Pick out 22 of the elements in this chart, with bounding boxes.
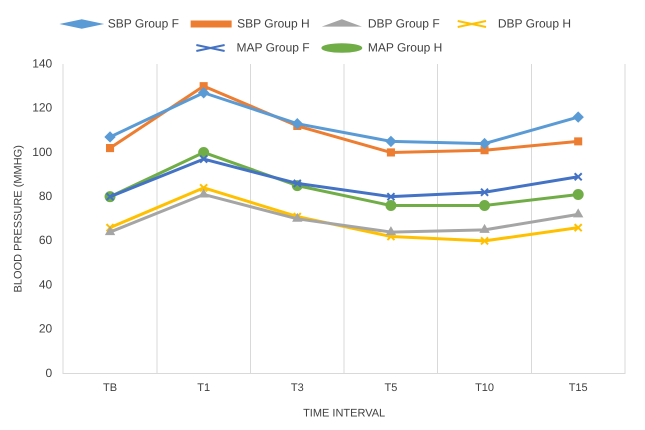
y-tick-label: 140 xyxy=(32,56,53,70)
y-tick-label: 80 xyxy=(38,189,53,203)
legend-label: SBP Group H xyxy=(237,16,310,30)
y-tick-label: 40 xyxy=(38,277,53,292)
y-tick-label: 20 xyxy=(38,322,53,336)
legend-label: SBP Group F xyxy=(108,16,179,30)
legend-label: DBP Group H xyxy=(498,16,572,30)
y-tick-label: 100 xyxy=(32,144,53,159)
x-tick-label: T1 xyxy=(197,382,210,394)
legend-label: MAP Group H xyxy=(368,40,442,54)
y-tick-label: 120 xyxy=(32,100,53,115)
x-tick-label: T10 xyxy=(475,382,494,394)
y-tick-label: 60 xyxy=(38,233,53,248)
legend-label: DBP Group F xyxy=(368,16,440,30)
x-tick-label: T3 xyxy=(290,382,304,394)
y-axis-title: BLOOD PRESSURE (MMHG) xyxy=(12,145,25,292)
x-tick-label: T15 xyxy=(568,382,588,394)
y-tick-label: 0 xyxy=(46,366,53,380)
x-tick-label: T5 xyxy=(384,382,398,394)
x-axis-title: TIME INTERVAL xyxy=(303,407,386,420)
legend-label: MAP Group F xyxy=(236,40,310,54)
x-tick-label: TB xyxy=(103,382,118,394)
